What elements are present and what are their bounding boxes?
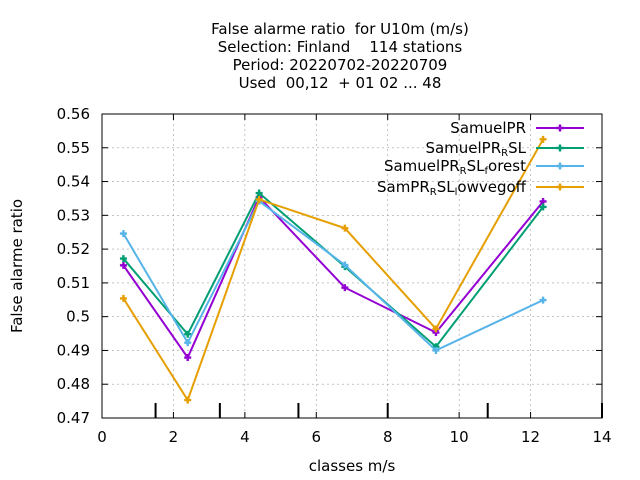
series-line [122, 195, 544, 360]
legend-item-1: SamuelPR [450, 119, 584, 137]
legend-item-4: SamPRRSLlowvegoff [377, 178, 584, 198]
data-point [184, 354, 192, 362]
y-tick-label: 0.54 [57, 173, 90, 191]
grid-lines [102, 114, 602, 418]
y-tick-label: 0.52 [57, 240, 90, 258]
data-point [539, 135, 547, 143]
legend-swatch-marker [556, 162, 564, 170]
x-tick-label: 6 [312, 428, 322, 446]
series-SamPR_RSL_lowvegoff [119, 135, 547, 404]
x-tick-label: 4 [240, 428, 250, 446]
data-point [341, 224, 349, 232]
class-boundary-ticks [154, 403, 603, 418]
legend-label: SamuelPRRSL [425, 139, 526, 159]
title-line-3: Period: 20220702-20220709 [233, 56, 448, 74]
data-point [432, 329, 440, 337]
series-line [122, 138, 544, 403]
data-point [255, 189, 263, 197]
x-tick-label: 12 [521, 428, 540, 446]
data-point [255, 195, 263, 203]
series-line [122, 191, 544, 349]
data-point [341, 261, 349, 269]
y-tick-label: 0.55 [57, 139, 90, 157]
y-tick-label: 0.48 [57, 375, 90, 393]
legend-swatch-marker [556, 183, 564, 191]
x-tick-label: 2 [169, 428, 179, 446]
y-axis-label: False alarme ratio [8, 199, 26, 333]
plot-frame [101, 113, 603, 419]
legend-label: SamPRRSLlowvegoff [377, 178, 527, 198]
title-line-1: False alarme ratio for U10m (m/s) [211, 20, 469, 38]
chart-title: False alarme ratio for U10m (m/s)Selecti… [211, 20, 469, 92]
data-point [184, 330, 192, 338]
data-point [119, 230, 127, 238]
legend-label: SamuelPRRSLforest [384, 157, 526, 177]
series-SamuelPR_RSL [119, 189, 547, 351]
y-axis-ticks: 0.47 0.48 0.49 0.5 0.51 0.52 0.53 0.54 0.55 0.56 [57, 105, 602, 427]
x-tick-label: 10 [450, 428, 469, 446]
y-tick-label: 0.56 [57, 105, 90, 123]
x-axis-ticks: 0 2 4 6 8 10 12 14 [97, 114, 612, 446]
data-point [432, 325, 440, 333]
legend: SamuelPR SamuelPRRSLSamuelPRRSLforestSamP… [377, 119, 584, 198]
data-point [184, 396, 192, 404]
x-axis-label: classes m/s [309, 457, 396, 475]
data-point [119, 261, 127, 269]
data-point [539, 296, 547, 304]
y-tick-label: 0.47 [57, 409, 90, 427]
series-lines [119, 135, 547, 404]
data-point [341, 284, 349, 292]
data-point [539, 197, 547, 205]
legend-label: SamuelPR [450, 119, 526, 137]
data-point [119, 294, 127, 302]
series-line [122, 199, 544, 352]
title-line-4: Used 00,12 + 01 02 ... 48 [239, 74, 442, 92]
y-tick-label: 0.5 [66, 308, 90, 326]
data-point [432, 343, 440, 351]
data-point [119, 255, 127, 263]
title-line-2: Selection: Finland 114 stations [218, 38, 463, 56]
y-tick-label: 0.49 [57, 341, 90, 359]
y-tick-label: 0.51 [57, 274, 90, 292]
data-point [184, 339, 192, 347]
legend-item-3: SamuelPRRSLforest [384, 157, 584, 177]
legend-swatch-marker [556, 124, 564, 132]
data-point [432, 346, 440, 354]
x-tick-label: 0 [97, 428, 107, 446]
y-tick-label: 0.53 [57, 206, 90, 224]
x-tick-label: 14 [592, 428, 611, 446]
data-point [539, 203, 547, 211]
x-tick-label: 8 [383, 428, 393, 446]
legend-item-2: SamuelPRRSL [425, 139, 584, 159]
legend-swatch-marker [556, 144, 564, 152]
